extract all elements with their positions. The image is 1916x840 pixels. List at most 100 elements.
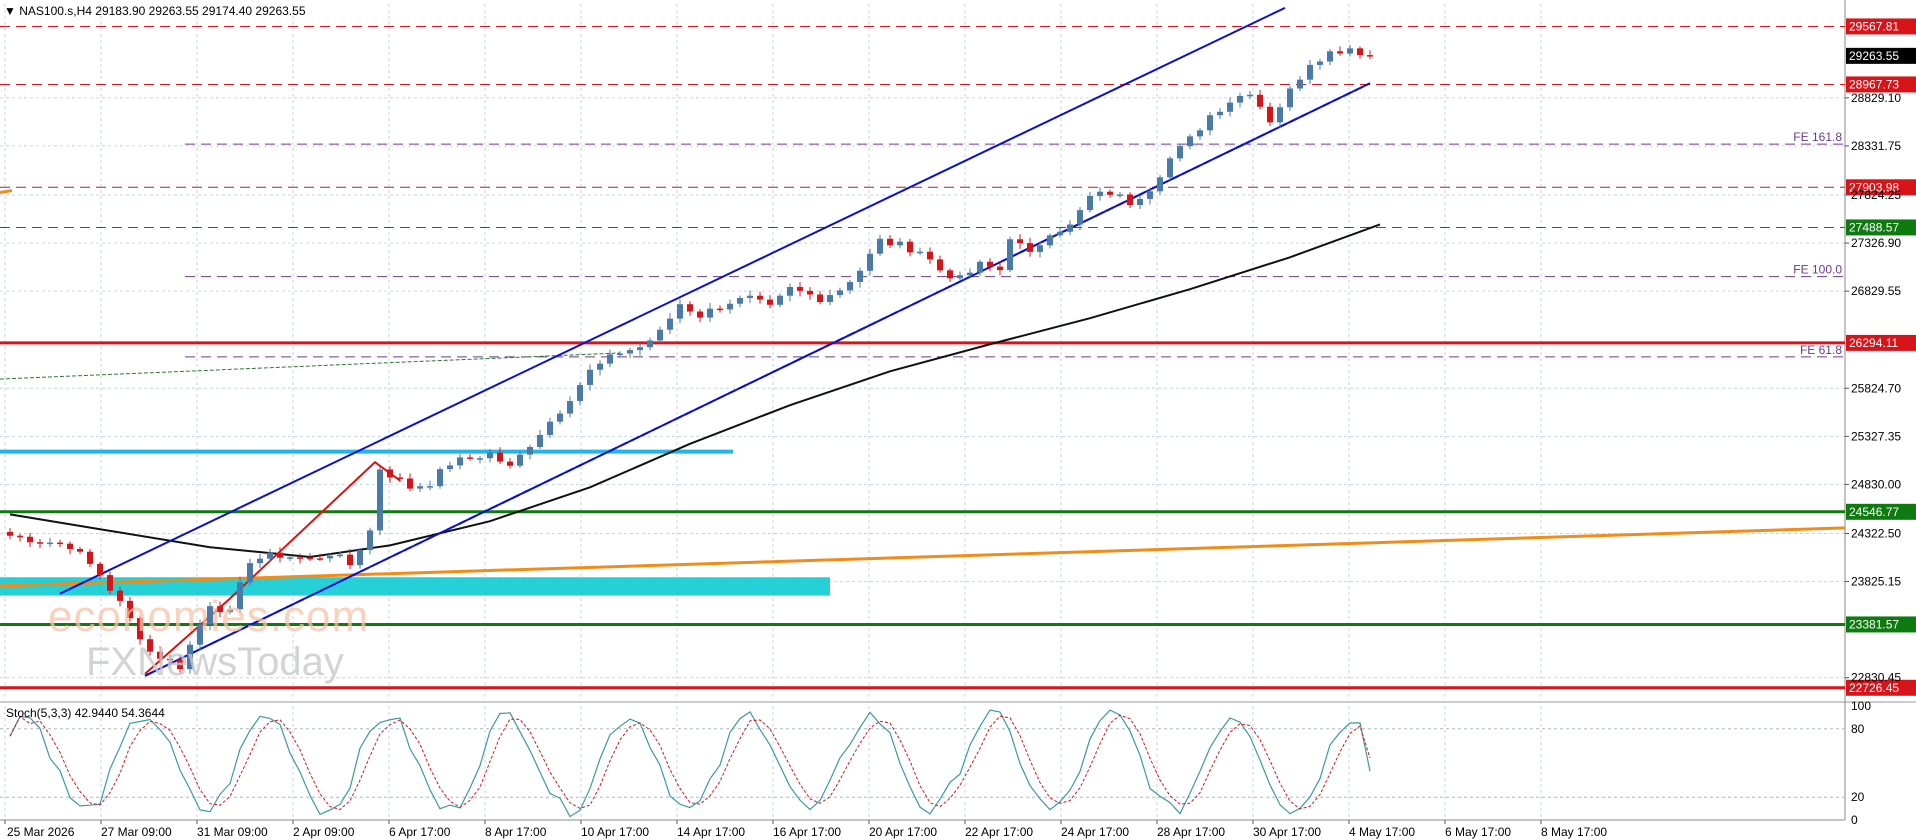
chart-header: ▼ NAS100.s,H4 29183.90 29263.55 29174.40… [4,4,306,18]
level-price-tag [1846,616,1916,633]
watermark-fxnewstoday: FXNewsToday [86,640,344,684]
orange-trend-line [0,526,1846,588]
trend-overlays [0,6,1846,677]
candle-body [717,308,723,311]
candle-body [1247,94,1253,97]
candle-body [1007,239,1013,271]
candle-body [147,639,153,652]
candle-body [57,542,63,545]
y-tick-label: 25824.70 [1851,381,1901,395]
candlestick-series [7,44,1373,674]
candle-body [797,287,803,291]
candle-body [837,290,843,296]
candle-body [17,535,23,538]
candle-body [757,295,763,300]
candle-body [667,318,673,330]
candle-body [227,609,233,613]
candle-body [107,575,113,591]
level-price-label: 27488.57 [1849,220,1899,234]
candle-body [867,253,873,271]
candle-body [277,552,283,558]
level-price-label: 22726.45 [1849,681,1899,695]
ohlc-values: 29183.90 29263.55 29174.40 29263.55 [95,4,306,18]
candle-body [337,554,343,557]
candle-body [1157,177,1163,192]
stoch-tick-label: 80 [1851,722,1865,736]
candle-body [77,548,83,552]
candle-body [347,554,353,566]
stochastic-panel: 100 80 20 0 [0,699,1871,827]
channel-upper-line [59,6,1286,595]
candle-body [1067,224,1073,232]
candle-body [1087,195,1093,211]
fib-level-label: FE 161.8 [1793,130,1842,144]
candle-body [1337,51,1343,54]
candle-body [317,558,323,560]
candle-body [607,354,613,364]
candle-body [1107,191,1113,195]
orange-stub [0,189,13,194]
candle-body [567,401,573,414]
candle-body [257,558,263,564]
candle-body [1167,158,1173,178]
price-axis: 29263.55 22830.45 23825.15 24322.50 24830.00… [1845,47,1916,685]
candle-body [1027,243,1033,252]
candle-body [437,469,443,487]
candle-body [197,624,203,645]
x-tick-label: 27 Mar 09:00 [101,825,172,839]
x-tick-label: 31 Mar 09:00 [197,825,268,839]
candle-body [657,329,663,341]
candle-body [1347,48,1353,54]
watermark-economies: economies.com [48,592,370,641]
x-tick-label: 6 May 17:00 [1445,825,1511,839]
candle-body [1217,111,1223,116]
candle-body [627,350,633,354]
candle-body [137,618,143,640]
candle-body [947,270,953,279]
candle-body [967,272,973,276]
channel-dashed-base [144,82,1371,677]
candle-body [427,486,433,488]
x-tick-label: 4 May 17:00 [1349,825,1415,839]
level-price-tag [1846,76,1916,93]
collapse-arrow-icon[interactable]: ▼ [4,4,16,18]
level-price-tag [1846,219,1916,236]
candle-body [577,384,583,402]
candle-body [687,304,693,312]
candle-body [467,457,473,459]
candle-body [637,347,643,351]
candle-body [167,658,173,661]
y-tick-label: 28331.75 [1851,139,1901,153]
candle-body [827,295,833,303]
level-price-label: 26294.11 [1849,336,1898,350]
x-tick-label: 8 Apr 17:00 [485,825,547,839]
candle-body [927,251,933,260]
candle-body [1277,107,1283,123]
candle-body [1327,51,1333,62]
candle-body [1137,198,1143,206]
x-tick-label: 25 Mar 2026 [7,825,75,839]
candle-body [987,261,993,267]
x-tick-label: 24 Apr 17:00 [1061,825,1129,839]
candle-body [1367,55,1373,57]
candle-body [417,486,423,489]
candle-body [507,461,513,466]
level-price-tag [1846,334,1916,351]
last-price-tag [1846,47,1916,64]
level-price-tag [1846,18,1916,35]
x-tick-label: 6 Apr 17:00 [389,825,451,839]
candle-body [477,458,483,460]
candle-body [1197,130,1203,137]
candle-body [367,530,373,551]
candle-body [37,542,43,544]
candle-body [1287,88,1293,108]
x-tick-label: 10 Apr 17:00 [581,825,649,839]
y-tick-label: 26829.55 [1851,284,1901,298]
candle-body [957,275,963,279]
level-price-label: 29567.81 [1849,19,1899,33]
cyan-demand-zone [0,577,830,596]
candle-body [547,421,553,435]
candle-body [587,369,593,385]
fib-level-label: FE 100.0 [1793,263,1842,277]
